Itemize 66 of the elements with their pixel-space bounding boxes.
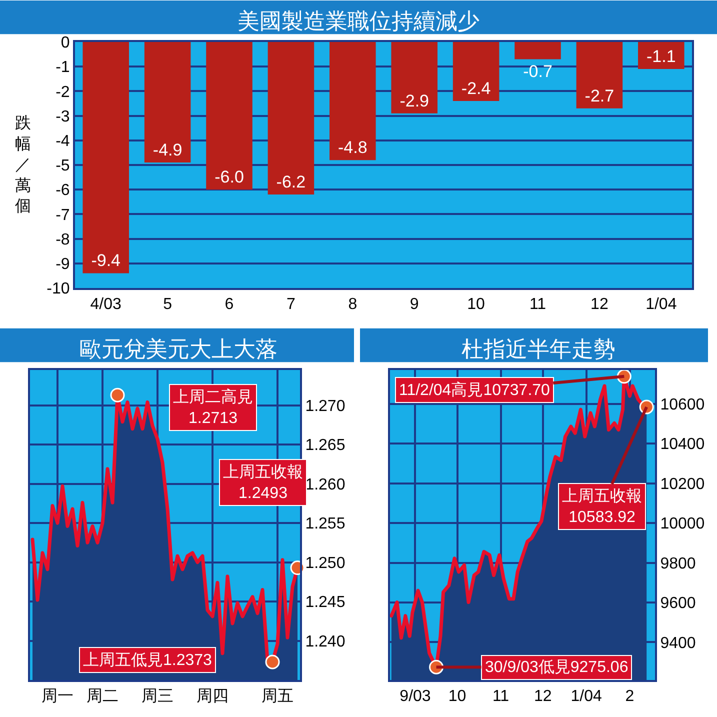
x-tick-label: 周一 <box>42 688 74 706</box>
x-tick-label: 9 <box>410 296 419 314</box>
y-tick-label: -5 <box>56 158 70 175</box>
chart-title: 歐元兌美元大上大落 <box>80 336 278 362</box>
x-tick-label: 周四 <box>196 688 228 706</box>
y-tick-label: 10600 <box>660 396 705 414</box>
chart-title: 美國製造業職位持續減少 <box>238 8 480 34</box>
x-tick-label: 1/04 <box>570 688 602 706</box>
x-tick-label: 12 <box>534 688 552 706</box>
data-label: -2.9 <box>400 91 429 110</box>
y-tick-label: -2 <box>56 84 70 101</box>
x-tick-label: 周二 <box>86 688 118 706</box>
x-tick-label: 1/04 <box>646 296 677 314</box>
y-tick-label: -1 <box>56 59 70 76</box>
y-tick-label: -10 <box>46 280 70 298</box>
y-tick-label: 1.270 <box>305 398 346 415</box>
chart-title: 杜指近半年走勢 <box>462 336 616 362</box>
y-tick-label: 10200 <box>660 476 705 493</box>
x-tick-label: 11 <box>492 688 510 706</box>
y-tick-label: 9400 <box>660 634 696 652</box>
data-label: -2.7 <box>584 86 614 106</box>
y-tick-label: 1.255 <box>305 516 346 533</box>
annotation: 11/2/04高見10737.70 <box>399 381 550 399</box>
x-tick-label: 9/03 <box>400 688 431 706</box>
x-tick-label: 10 <box>467 296 486 314</box>
data-label: -6.0 <box>214 168 244 187</box>
y-tick-label: -6 <box>56 182 70 200</box>
y-tick-label: 1.260 <box>305 476 346 494</box>
annotation: 上周五低見1.2373 <box>83 651 212 669</box>
y-tick-label: 1.265 <box>305 437 346 454</box>
x-tick-label: 10 <box>448 688 466 706</box>
y-axis-title: 跌幅／萬個 <box>15 115 31 216</box>
annotation: 上周二高見 1.2713 <box>173 388 253 427</box>
x-tick-label: 4/03 <box>90 296 122 314</box>
y-tick-label: 10400 <box>660 436 705 454</box>
x-tick-label: 2 <box>625 688 634 706</box>
x-tick-label: 6 <box>224 296 234 314</box>
data-label: -9.4 <box>91 251 120 270</box>
y-tick-label: 1.245 <box>305 594 346 612</box>
y-tick-label: 10000 <box>660 516 705 533</box>
x-tick-label: 周三 <box>142 688 174 706</box>
y-tick-label: -8 <box>56 231 70 248</box>
data-label: -0.7 <box>523 62 552 82</box>
x-tick-label: 11 <box>529 296 546 314</box>
data-label: -4.8 <box>338 138 368 158</box>
x-tick-label: 8 <box>348 296 358 314</box>
data-label: -4.9 <box>152 140 182 160</box>
annotation: 30/9/03低見9275.06 <box>485 659 628 676</box>
y-tick-label: -7 <box>56 206 70 224</box>
y-tick-label: 9600 <box>660 595 696 612</box>
y-tick-label: 9800 <box>660 555 696 572</box>
x-tick-label: 7 <box>286 296 296 314</box>
x-tick-label: 周五 <box>262 688 294 706</box>
annotation: 上周五收報 10583.92 <box>562 487 642 526</box>
y-tick-label: 1.250 <box>305 554 346 572</box>
data-label: -1.1 <box>646 47 676 66</box>
y-tick-label: -9 <box>56 256 70 273</box>
y-tick-label: 1.240 <box>305 633 346 650</box>
x-tick-label: 5 <box>163 296 172 314</box>
y-tick-label: -4 <box>56 133 70 150</box>
y-tick-label: 0 <box>60 34 70 52</box>
y-tick-label: -3 <box>56 108 70 126</box>
x-tick-label: 12 <box>590 296 608 314</box>
data-label: -6.2 <box>276 172 306 192</box>
data-label: -2.4 <box>461 79 491 98</box>
annotation: 上周五收報 1.2493 <box>223 463 303 502</box>
